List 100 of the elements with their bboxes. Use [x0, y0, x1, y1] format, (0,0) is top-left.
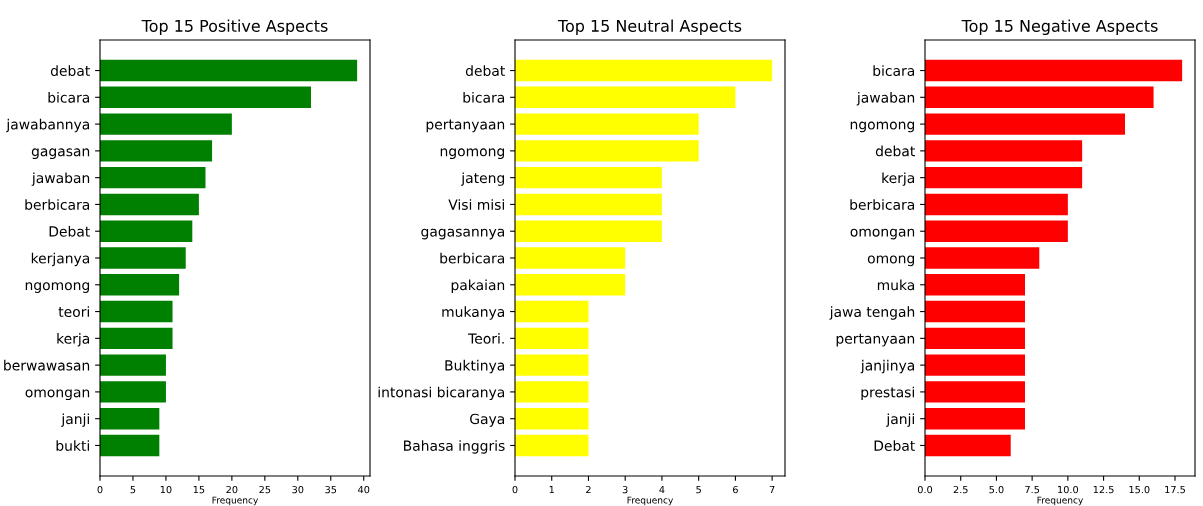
y-tick-label: Visi misi: [448, 199, 504, 210]
bar: [925, 220, 1068, 242]
y-tick-label: bicara: [48, 92, 90, 103]
y-tick-label: teori: [58, 306, 89, 318]
x-axis-title: Frequency: [1037, 496, 1084, 506]
y-tick-label: pakaian: [451, 279, 505, 293]
x-tick-label: 5: [696, 486, 701, 494]
y-tick-label: mukanya: [442, 306, 505, 320]
bar: [515, 220, 662, 242]
y-tick-label: Teori.: [468, 333, 504, 344]
y-tick-label: ngomong: [440, 148, 505, 160]
x-tick-label: 7: [769, 486, 775, 494]
x-tick-label: 15.0: [1129, 485, 1150, 494]
x-tick-label: 20: [226, 485, 238, 494]
bar: [100, 166, 206, 189]
bar: [925, 86, 1154, 109]
x-tick-label: 7.5: [1025, 486, 1040, 494]
y-tick-label: janji: [886, 413, 914, 427]
bar: [100, 327, 173, 350]
bar: [100, 381, 166, 403]
y-tick-label: pertanyaan: [426, 119, 505, 133]
y-tick-label: pertanyaan: [836, 333, 915, 347]
bar: [100, 113, 232, 135]
y-tick-label: Debat: [874, 440, 915, 451]
y-tick-label: gagasannya: [421, 228, 505, 240]
y-tick-label: intonasi bicaranya: [378, 386, 505, 401]
bar: [925, 274, 1025, 296]
bar: [925, 140, 1083, 162]
y-tick-label: omongan: [25, 389, 90, 401]
bar: [100, 59, 358, 82]
bar: [100, 300, 173, 323]
y-tick-label: Gaya: [470, 413, 505, 427]
x-tick-label: 10.0: [1058, 485, 1079, 494]
x-tick-label: 2: [586, 485, 591, 494]
bar: [515, 59, 773, 82]
x-tick-label: 5.0: [989, 485, 1004, 494]
bar: [100, 220, 193, 242]
x-tick-label: 6: [732, 485, 738, 494]
x-tick-label: 1: [549, 486, 554, 494]
y-tick-label: debat: [875, 145, 915, 157]
bar: [925, 193, 1068, 216]
y-tick-label: kerja: [882, 172, 915, 186]
chart-title: Top 15 Neutral Aspects: [557, 19, 742, 35]
bar: [515, 247, 626, 269]
bar: [925, 59, 1183, 82]
y-tick-label: Buktinya: [445, 359, 505, 374]
y-tick-label: bicara: [463, 92, 505, 103]
chart-title: Top 15 Negative Aspects: [961, 19, 1158, 35]
y-tick-label: debat: [465, 65, 505, 76]
bar: [515, 86, 736, 109]
y-tick-label: janjinya: [860, 359, 915, 374]
y-tick-label: gagasan: [31, 148, 90, 160]
y-tick-label: janji: [61, 413, 89, 427]
x-tick-label: 17.5: [1165, 486, 1185, 494]
bar: [100, 247, 186, 269]
y-tick-label: jawa tengah: [829, 306, 915, 320]
bar: [925, 381, 1025, 403]
x-axis-title: Frequency: [627, 496, 674, 506]
y-tick-label: jawaban: [856, 92, 915, 106]
bar: [100, 140, 213, 162]
y-tick-label: Bahasa inggris: [404, 440, 505, 454]
y-tick-label: muka: [877, 279, 915, 291]
bar: [925, 166, 1083, 189]
y-tick-label: omongan: [850, 228, 915, 240]
bar: [515, 113, 699, 135]
bar: [925, 247, 1040, 269]
y-tick-label: jawaban: [31, 172, 90, 186]
y-tick-label: ngomong: [25, 282, 90, 293]
bar: [515, 354, 589, 376]
x-tick-label: 0: [97, 485, 103, 494]
y-tick-label: Debat: [49, 225, 90, 237]
y-tick-label: kerjanya: [31, 252, 90, 267]
y-tick-label: prestasi: [861, 386, 914, 401]
bar: [100, 86, 311, 109]
x-tick-label: 10: [160, 485, 172, 494]
x-tick-label: 3: [622, 485, 628, 494]
bar: [515, 381, 589, 403]
y-tick-label: debat: [50, 65, 90, 76]
y-tick-label: omong: [867, 255, 915, 267]
x-tick-label: 25: [259, 485, 271, 494]
x-tick-label: 40: [358, 485, 370, 494]
x-tick-label: 12.5: [1093, 485, 1114, 494]
x-tick-label: 2.5: [953, 485, 968, 494]
x-tick-label: 4: [659, 486, 665, 494]
x-axis-title: Frequency: [212, 496, 259, 506]
x-tick-label: 30: [292, 485, 304, 494]
y-tick-label: kerja: [57, 333, 90, 347]
bar: [515, 274, 626, 296]
bar: [925, 113, 1125, 135]
bar: [925, 300, 1025, 323]
y-tick-label: berbicara: [850, 199, 915, 210]
y-tick-label: ngomong: [850, 121, 915, 133]
bar: [515, 140, 699, 162]
bar: [515, 407, 589, 430]
y-tick-label: berbicara: [25, 199, 90, 210]
bar: [515, 327, 589, 350]
y-tick-label: jateng: [461, 172, 505, 186]
bar: [100, 274, 180, 296]
bar: [515, 166, 662, 189]
bar: [100, 193, 199, 216]
